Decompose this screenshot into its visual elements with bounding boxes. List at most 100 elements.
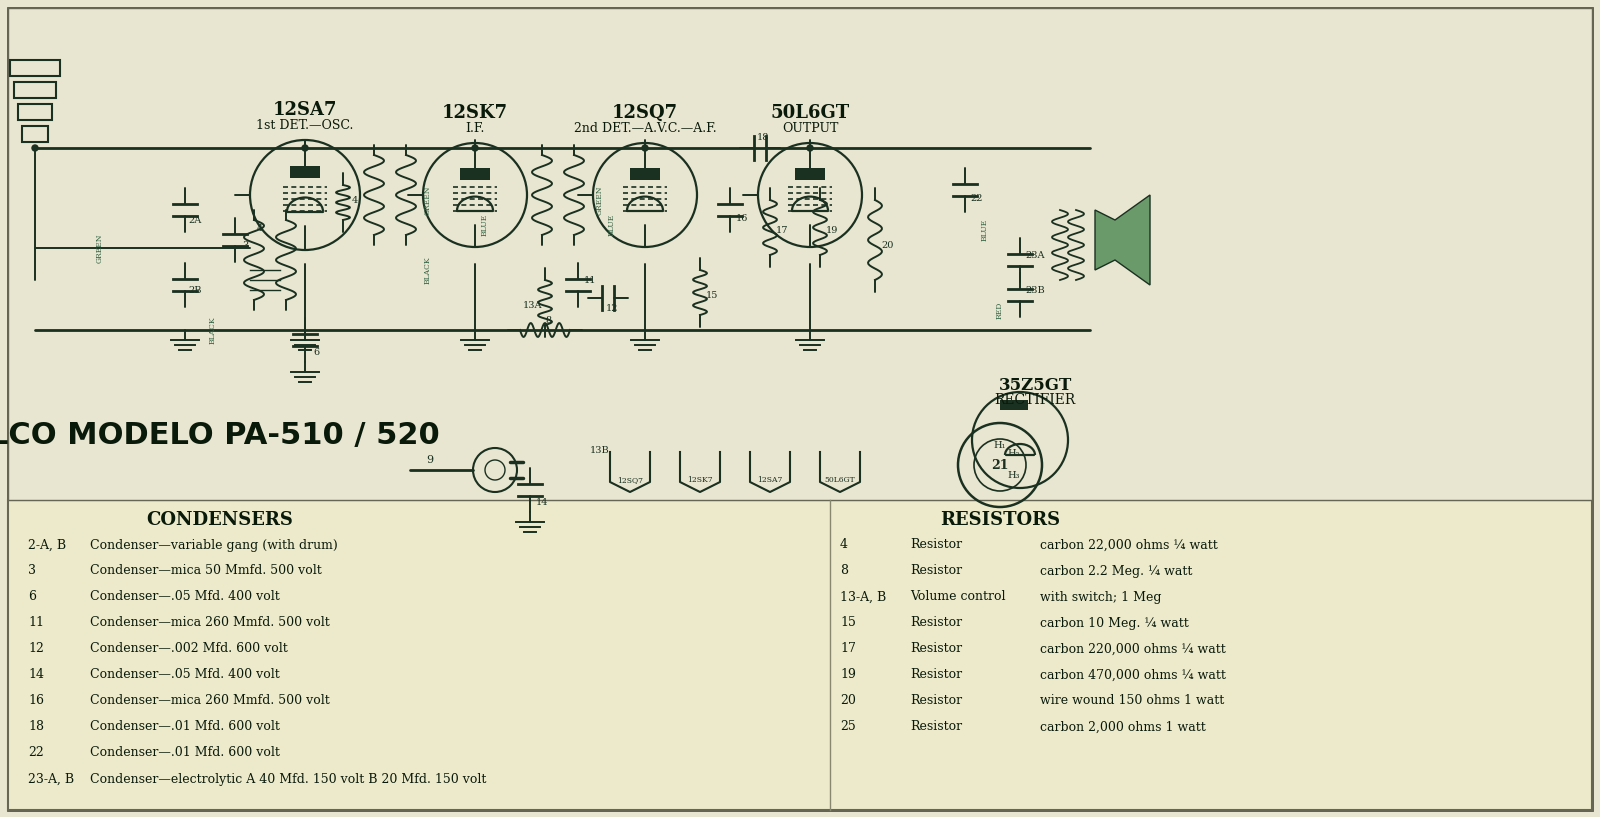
Bar [18,104,51,120]
Text: 8: 8 [840,565,848,578]
Text: 8: 8 [546,315,550,324]
Text: 3: 3 [242,240,248,249]
Text: 23A: 23A [1026,251,1045,260]
Text: CONDENSERS: CONDENSERS [147,511,293,529]
Text: 15: 15 [706,291,718,300]
Text: 18: 18 [757,132,770,141]
Text: 11: 11 [29,617,45,630]
Text: H₂: H₂ [1008,449,1021,458]
Circle shape [472,145,478,151]
Bar [1000,400,1027,410]
Circle shape [806,145,813,151]
Bar [8,500,1592,810]
Text: 12SA7: 12SA7 [272,101,338,119]
Text: Resistor: Resistor [910,668,962,681]
Text: 35Z5GT: 35Z5GT [998,377,1072,394]
Text: GREEN: GREEN [595,185,605,215]
Text: carbon 2.2 Meg. ¼ watt: carbon 2.2 Meg. ¼ watt [1040,565,1192,578]
Text: 13B: 13B [590,445,610,454]
Text: Resistor: Resistor [910,617,962,630]
Text: Resistor: Resistor [910,721,962,734]
Text: 9: 9 [427,455,434,465]
Text: 18: 18 [29,721,45,734]
Text: BLACK: BLACK [210,316,218,344]
Text: BLUE: BLUE [608,214,616,236]
Text: 1st DET.—OSC.: 1st DET.—OSC. [256,118,354,132]
Text: 15: 15 [840,617,856,630]
Text: 12: 12 [606,303,618,312]
Text: 3: 3 [29,565,35,578]
Bar [10,60,61,76]
Text: 20: 20 [882,240,894,249]
Circle shape [302,145,307,151]
Text: Condenser—.01 Mfd. 600 volt: Condenser—.01 Mfd. 600 volt [90,721,280,734]
Bar [290,167,320,178]
Text: Condenser—.002 Mfd. 600 volt: Condenser—.002 Mfd. 600 volt [90,642,288,655]
Text: Condenser—variable gang (with drum): Condenser—variable gang (with drum) [90,538,338,551]
Text: OUTPUT: OUTPUT [782,122,838,135]
Text: 2-A, B: 2-A, B [29,538,66,551]
Text: 4: 4 [258,224,262,233]
Text: H₃: H₃ [1008,471,1021,480]
Text: Condenser—electrolytic A 40 Mfd. 150 volt B 20 Mfd. 150 volt: Condenser—electrolytic A 40 Mfd. 150 vol… [90,773,486,785]
Circle shape [32,145,38,151]
Text: RECTIFIER: RECTIFIER [994,393,1075,407]
Text: I.F.: I.F. [466,122,485,135]
Text: H₁: H₁ [994,440,1006,449]
Text: 11: 11 [584,275,597,284]
Text: BLACK: BLACK [424,257,432,283]
Text: 6: 6 [314,347,318,356]
Bar [14,82,56,98]
Text: BLUE: BLUE [981,219,989,241]
Text: 12SQ7: 12SQ7 [618,476,643,484]
Text: carbon 10 Meg. ¼ watt: carbon 10 Meg. ¼ watt [1040,617,1189,630]
Text: 16: 16 [736,213,749,222]
Text: 19: 19 [826,225,838,234]
Bar [630,168,661,180]
Text: 20: 20 [840,694,856,708]
Circle shape [642,145,648,151]
Text: 12SQ7: 12SQ7 [611,104,678,122]
Text: 22: 22 [29,747,43,760]
Text: BLUE: BLUE [482,214,490,236]
Text: 12: 12 [29,642,43,655]
Text: 12SK7: 12SK7 [686,476,714,484]
Text: PHILCO MODELO PA-510 / 520: PHILCO MODELO PA-510 / 520 [0,421,440,449]
Bar [461,168,490,180]
Text: 22: 22 [971,194,984,203]
Bar [8,8,1592,500]
Text: RED: RED [995,301,1005,319]
Text: 19: 19 [840,668,856,681]
Text: 14: 14 [29,668,45,681]
Text: Resistor: Resistor [910,538,962,551]
Text: carbon 2,000 ohms 1 watt: carbon 2,000 ohms 1 watt [1040,721,1206,734]
Text: 50L6GT: 50L6GT [824,476,856,484]
Text: Resistor: Resistor [910,642,962,655]
Text: 50L6GT: 50L6GT [771,104,850,122]
Text: 6: 6 [29,591,35,604]
Bar [795,168,826,180]
Text: 14: 14 [536,498,549,507]
Text: 23-A, B: 23-A, B [29,773,74,785]
Text: 2B: 2B [189,285,202,294]
Text: Volume control: Volume control [910,591,1005,604]
Text: Resistor: Resistor [910,694,962,708]
Text: Resistor: Resistor [910,565,962,578]
Text: 17: 17 [840,642,856,655]
Text: 2nd DET.—A.V.C.—A.F.: 2nd DET.—A.V.C.—A.F. [574,122,717,135]
Text: Condenser—.05 Mfd. 400 volt: Condenser—.05 Mfd. 400 volt [90,591,280,604]
Text: Condenser—.01 Mfd. 600 volt: Condenser—.01 Mfd. 600 volt [90,747,280,760]
Text: Condenser—mica 260 Mmfd. 500 volt: Condenser—mica 260 Mmfd. 500 volt [90,694,330,708]
Text: 2A: 2A [189,216,202,225]
Text: with switch; 1 Meg: with switch; 1 Meg [1040,591,1162,604]
Text: carbon 22,000 ohms ¼ watt: carbon 22,000 ohms ¼ watt [1040,538,1218,551]
Text: 12SA7: 12SA7 [757,476,782,484]
Text: GREEN: GREEN [424,185,432,215]
Text: 23B: 23B [1026,285,1045,294]
Text: Condenser—.05 Mfd. 400 volt: Condenser—.05 Mfd. 400 volt [90,668,280,681]
Text: GREEN: GREEN [96,233,104,263]
Text: 4: 4 [352,195,358,204]
Text: wire wound 150 ohms 1 watt: wire wound 150 ohms 1 watt [1040,694,1224,708]
Text: Condenser—mica 260 Mmfd. 500 volt: Condenser—mica 260 Mmfd. 500 volt [90,617,330,630]
Text: 17: 17 [776,225,789,234]
